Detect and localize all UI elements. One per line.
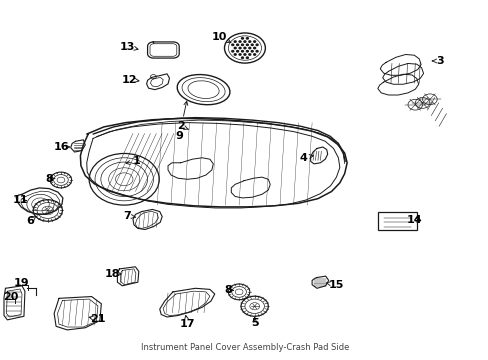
Circle shape <box>246 57 248 58</box>
Circle shape <box>239 54 241 55</box>
Text: 8: 8 <box>45 174 53 184</box>
Text: 16: 16 <box>54 142 70 152</box>
Circle shape <box>244 41 245 42</box>
Circle shape <box>253 54 255 55</box>
Circle shape <box>241 57 243 58</box>
Circle shape <box>231 50 233 52</box>
Circle shape <box>248 47 250 49</box>
Text: 17: 17 <box>180 319 195 329</box>
Text: 7: 7 <box>123 211 131 221</box>
Circle shape <box>241 50 243 52</box>
Text: 15: 15 <box>328 280 344 290</box>
Text: 11: 11 <box>12 195 28 206</box>
Circle shape <box>234 41 236 42</box>
Text: Instrument Panel Cover Assembly-Crash Pad Side: Instrument Panel Cover Assembly-Crash Pa… <box>141 343 348 352</box>
Circle shape <box>248 54 250 55</box>
Text: 21: 21 <box>90 314 105 324</box>
Circle shape <box>248 41 250 42</box>
Text: 1: 1 <box>133 156 141 166</box>
Circle shape <box>246 50 248 52</box>
Circle shape <box>253 47 255 49</box>
Text: 10: 10 <box>211 32 227 41</box>
Text: 3: 3 <box>436 56 444 66</box>
Circle shape <box>251 44 253 45</box>
Circle shape <box>241 38 243 39</box>
Text: 14: 14 <box>406 215 421 225</box>
Circle shape <box>231 44 233 45</box>
Circle shape <box>236 50 238 52</box>
Text: 9: 9 <box>175 131 183 141</box>
Circle shape <box>239 41 241 42</box>
Circle shape <box>234 54 236 55</box>
Circle shape <box>246 44 248 45</box>
Circle shape <box>244 47 245 49</box>
Text: 20: 20 <box>2 292 18 302</box>
Text: 5: 5 <box>250 318 258 328</box>
Circle shape <box>239 47 241 49</box>
Circle shape <box>253 41 255 42</box>
Circle shape <box>244 54 245 55</box>
Circle shape <box>236 44 238 45</box>
Text: 4: 4 <box>299 153 306 163</box>
Circle shape <box>246 38 248 39</box>
Text: 2: 2 <box>177 121 184 131</box>
Text: 8: 8 <box>224 285 231 295</box>
Text: 6: 6 <box>26 216 34 226</box>
Text: 12: 12 <box>121 75 137 85</box>
Circle shape <box>251 50 253 52</box>
Text: 18: 18 <box>104 269 120 279</box>
Circle shape <box>256 44 258 45</box>
Circle shape <box>256 50 258 52</box>
Circle shape <box>234 47 236 49</box>
Circle shape <box>241 44 243 45</box>
Text: 13: 13 <box>119 42 135 51</box>
Text: 19: 19 <box>13 278 29 288</box>
